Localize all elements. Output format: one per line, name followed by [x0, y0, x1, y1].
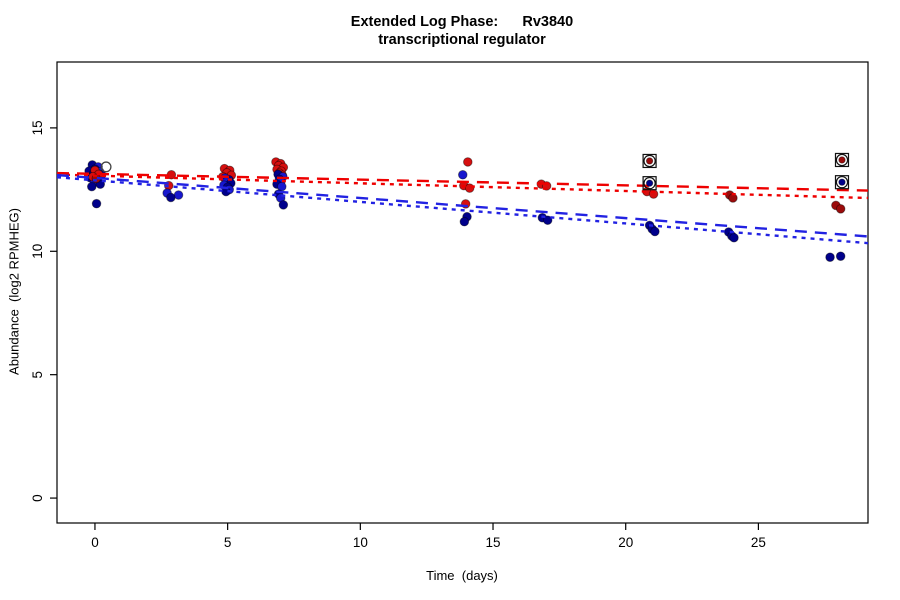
boxed-marker-circle	[643, 154, 656, 168]
y-axis-label: Abundance (log2 RPMHEG)	[6, 208, 22, 375]
boxed-marker-circle	[835, 153, 849, 167]
plot-frame	[56, 61, 869, 524]
x-tick-label: 20	[618, 535, 633, 550]
data-point	[835, 251, 846, 261]
boxed-marker-square	[642, 176, 657, 191]
data-point	[835, 204, 846, 214]
data-point	[458, 170, 468, 180]
data-point	[87, 181, 97, 192]
boxed-marker-circle	[643, 176, 656, 190]
boxed-marker-dot	[838, 156, 846, 164]
y-tick-label: 0	[30, 494, 45, 502]
boxed-marker-square	[642, 153, 657, 169]
y-tick-label: 5	[30, 371, 45, 379]
data-point	[463, 157, 473, 167]
x-tick-label: 0	[91, 535, 99, 550]
boxed-marker-dot	[645, 179, 654, 187]
x-tick-label: 25	[751, 535, 766, 550]
x-tick-label: 10	[353, 535, 368, 550]
data-point	[91, 198, 102, 209]
x-tick-label: 15	[486, 535, 501, 550]
data-point	[166, 192, 176, 203]
outlined-point	[100, 161, 112, 173]
boxed-marker-dot	[838, 178, 846, 186]
data-point	[825, 252, 835, 262]
x-axis-label: Time (days)	[426, 568, 498, 583]
trend-line	[56, 171, 869, 192]
data-point	[278, 200, 289, 210]
data-point	[650, 226, 660, 237]
data-point	[459, 216, 470, 227]
boxed-marker-circle	[835, 175, 849, 189]
trend-line	[56, 173, 869, 200]
boxed-marker-dot	[645, 157, 654, 165]
trend-line	[56, 173, 869, 238]
boxed-marker-square	[834, 152, 850, 168]
x-tick-label: 5	[224, 535, 232, 550]
trend-line	[56, 176, 869, 245]
chart-title-line1: Extended Log Phase: Rv3840	[350, 14, 574, 30]
y-tick-label: 15	[30, 120, 45, 135]
data-point	[542, 215, 553, 225]
boxed-marker-square	[834, 175, 850, 190]
chart-title-line2: transcriptional regulator	[378, 32, 546, 48]
y-tick-label: 10	[30, 244, 45, 259]
data-point	[464, 183, 475, 193]
data-point	[729, 232, 739, 243]
